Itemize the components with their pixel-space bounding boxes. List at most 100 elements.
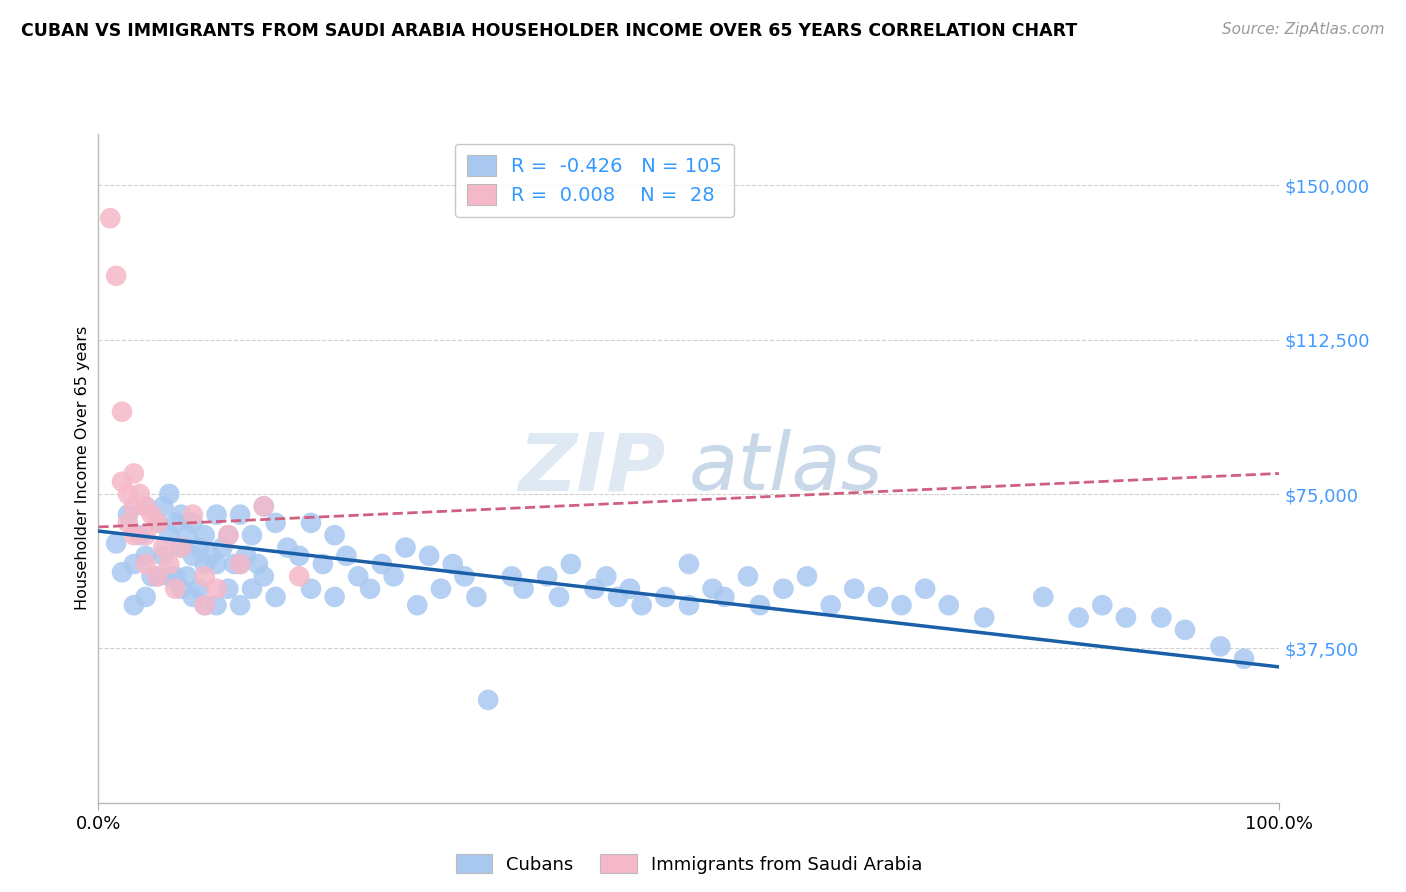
Point <box>1032 590 1054 604</box>
Point <box>299 582 322 596</box>
Point <box>702 582 724 596</box>
Point <box>418 549 440 563</box>
Point <box>181 590 204 604</box>
Point <box>453 569 475 583</box>
Point <box>796 569 818 583</box>
Point <box>146 569 169 583</box>
Point <box>135 590 157 604</box>
Point <box>135 549 157 563</box>
Point <box>111 405 134 419</box>
Point <box>217 528 239 542</box>
Point <box>224 557 246 571</box>
Point <box>914 582 936 596</box>
Point <box>619 582 641 596</box>
Point <box>176 528 198 542</box>
Point <box>465 590 488 604</box>
Point <box>264 590 287 604</box>
Point <box>141 508 163 522</box>
Legend: Cubans, Immigrants from Saudi Arabia: Cubans, Immigrants from Saudi Arabia <box>449 847 929 880</box>
Point <box>122 528 145 542</box>
Point <box>211 541 233 555</box>
Point <box>678 557 700 571</box>
Point <box>152 549 174 563</box>
Point <box>205 582 228 596</box>
Point <box>772 582 794 596</box>
Point <box>128 528 150 542</box>
Point <box>595 569 617 583</box>
Point <box>1209 640 1232 654</box>
Point <box>135 500 157 514</box>
Point <box>157 487 180 501</box>
Point <box>122 598 145 612</box>
Point <box>323 528 346 542</box>
Point <box>170 508 193 522</box>
Point <box>152 541 174 555</box>
Point <box>253 500 276 514</box>
Point <box>288 549 311 563</box>
Point <box>117 508 139 522</box>
Point <box>157 528 180 542</box>
Point <box>135 557 157 571</box>
Point <box>135 528 157 542</box>
Point <box>229 598 252 612</box>
Point <box>194 598 217 612</box>
Point <box>406 598 429 612</box>
Point <box>288 569 311 583</box>
Point <box>229 557 252 571</box>
Point <box>170 541 193 555</box>
Point <box>122 467 145 481</box>
Point <box>117 487 139 501</box>
Point <box>359 582 381 596</box>
Text: Source: ZipAtlas.com: Source: ZipAtlas.com <box>1222 22 1385 37</box>
Point <box>394 541 416 555</box>
Point <box>264 516 287 530</box>
Point <box>146 516 169 530</box>
Point <box>748 598 770 612</box>
Point <box>512 582 534 596</box>
Point <box>170 582 193 596</box>
Point <box>181 516 204 530</box>
Point <box>938 598 960 612</box>
Point <box>253 569 276 583</box>
Point <box>229 508 252 522</box>
Point <box>135 500 157 514</box>
Point <box>194 569 217 583</box>
Point <box>630 598 652 612</box>
Point <box>713 590 735 604</box>
Point <box>111 566 134 580</box>
Point <box>1174 623 1197 637</box>
Point <box>654 590 676 604</box>
Point <box>235 549 257 563</box>
Point <box>253 500 276 514</box>
Point <box>205 598 228 612</box>
Point <box>117 516 139 530</box>
Point <box>548 590 571 604</box>
Point <box>678 598 700 612</box>
Y-axis label: Householder Income Over 65 years: Householder Income Over 65 years <box>75 326 90 610</box>
Point <box>299 516 322 530</box>
Point <box>205 508 228 522</box>
Point <box>441 557 464 571</box>
Point <box>98 211 121 226</box>
Point <box>165 516 187 530</box>
Point <box>1067 610 1090 624</box>
Text: ZIP: ZIP <box>517 429 665 508</box>
Point <box>194 528 217 542</box>
Point <box>170 541 193 555</box>
Point <box>187 541 209 555</box>
Point <box>536 569 558 583</box>
Point <box>146 516 169 530</box>
Point <box>200 549 222 563</box>
Point <box>866 590 889 604</box>
Point <box>607 590 630 604</box>
Point <box>246 557 269 571</box>
Point <box>146 569 169 583</box>
Point <box>122 557 145 571</box>
Point <box>157 569 180 583</box>
Point <box>890 598 912 612</box>
Point <box>737 569 759 583</box>
Point <box>122 500 145 514</box>
Point <box>152 500 174 514</box>
Point <box>105 536 128 550</box>
Text: CUBAN VS IMMIGRANTS FROM SAUDI ARABIA HOUSEHOLDER INCOME OVER 65 YEARS CORRELATI: CUBAN VS IMMIGRANTS FROM SAUDI ARABIA HO… <box>21 22 1077 40</box>
